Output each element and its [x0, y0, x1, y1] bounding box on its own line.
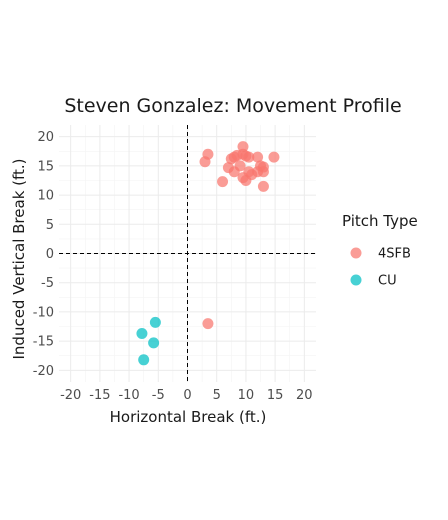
point-cu [148, 337, 160, 349]
point-4sfb [199, 156, 211, 168]
x-axis-ticks: -20 -15 -10 -5 0 5 10 15 20 [60, 388, 313, 403]
y-axis-title: Induced Vertical Break (ft.) [10, 158, 28, 359]
point-4sfb [257, 166, 269, 178]
point-cu [149, 316, 161, 328]
point-4sfb [243, 151, 255, 163]
y-tick-label: -5 [41, 276, 54, 291]
legend-label-4sfb: 4SFB [378, 247, 411, 262]
y-tick-label: -15 [33, 335, 54, 350]
y-tick-label: -10 [33, 305, 54, 320]
chart-title: Steven Gonzalez: Movement Profile [64, 95, 401, 117]
x-tick-label: -15 [89, 388, 110, 403]
y-tick-label: 15 [37, 159, 54, 174]
reference-lines [59, 125, 316, 382]
x-tick-label: -5 [152, 388, 165, 403]
legend-key-cu [350, 274, 362, 286]
y-tick-label: 20 [37, 130, 54, 145]
point-cu [138, 354, 150, 366]
x-tick-label: 5 [213, 388, 221, 403]
legend-label-cu: CU [378, 274, 397, 289]
y-tick-label: 0 [46, 247, 54, 262]
legend-key-4sfb [350, 247, 362, 259]
point-4sfb [217, 176, 229, 188]
legend-title: Pitch Type [342, 212, 418, 230]
y-tick-label: -20 [33, 364, 54, 379]
point-4sfb [237, 141, 249, 153]
x-tick-label: 10 [238, 388, 255, 403]
x-tick-label: 20 [296, 388, 313, 403]
x-tick-label: -20 [60, 388, 81, 403]
point-cu [136, 328, 148, 340]
point-4sfb [252, 151, 264, 163]
point-4sfb [268, 151, 280, 163]
y-axis-ticks: -20 -15 -10 -5 0 5 10 15 20 [33, 130, 54, 379]
legend: Pitch Type 4SFB CU [342, 212, 418, 289]
y-tick-label: 5 [46, 218, 54, 233]
y-tick-label: 10 [37, 189, 54, 204]
point-4sfb [234, 160, 246, 172]
data-points [136, 141, 280, 366]
x-tick-label: -10 [118, 388, 139, 403]
x-axis-title: Horizontal Break (ft.) [110, 408, 267, 426]
x-tick-label: 15 [267, 388, 284, 403]
x-tick-label: 0 [183, 388, 191, 403]
point-4sfb [202, 318, 214, 330]
point-4sfb [257, 180, 269, 192]
